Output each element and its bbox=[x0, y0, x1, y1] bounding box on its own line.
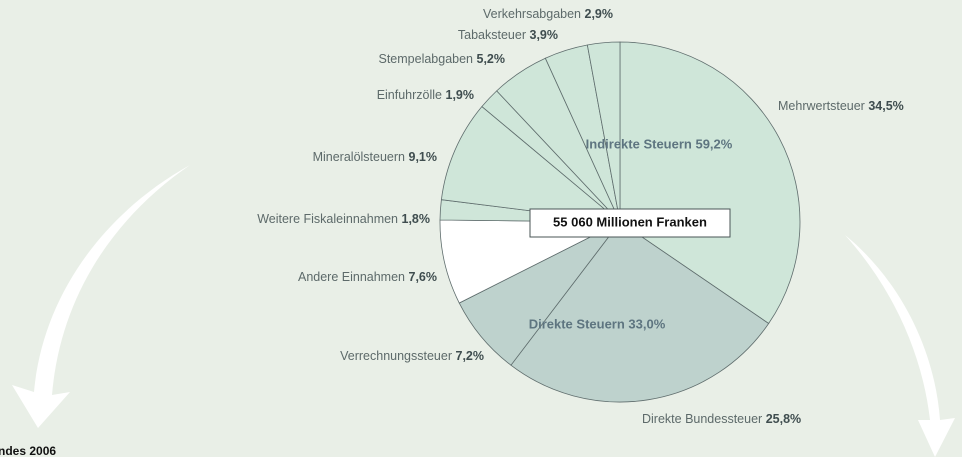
slice-label: Stempelabgaben 5,2% bbox=[378, 52, 505, 66]
group-label: Direkte Steuern 33,0% bbox=[529, 316, 666, 331]
slice bbox=[510, 221, 770, 403]
slice-value: 1,8% bbox=[402, 212, 431, 226]
slice-name: Stempelabgaben bbox=[378, 52, 473, 66]
slice-label: Verkehrsabgaben 2,9% bbox=[483, 7, 613, 21]
slice-label: Mehrwertsteuer 34,5% bbox=[778, 99, 904, 113]
slice-value: 9,1% bbox=[409, 150, 438, 164]
slice bbox=[440, 105, 622, 223]
slice-label: Verrechnungssteuer 7,2% bbox=[340, 349, 484, 363]
slice-value: 7,2% bbox=[456, 349, 485, 363]
slice-label: Direkte Bundessteuer 25,8% bbox=[642, 412, 801, 426]
group-label: Indirekte Steuern 59,2% bbox=[586, 136, 733, 151]
arrow bbox=[12, 165, 190, 428]
slice-label: Andere Einnahmen 7,6% bbox=[298, 270, 437, 284]
slice-label: Mineralölsteuern 9,1% bbox=[313, 150, 437, 164]
slice-label: Weitere Fiskaleinnahmen 1,8% bbox=[257, 212, 430, 226]
slice-name: Tabaksteuer bbox=[458, 28, 526, 42]
total-label: 55 060 Millionen Franken bbox=[553, 214, 707, 229]
slice-name: Verkehrsabgaben bbox=[483, 7, 581, 21]
slice-name: Andere Einnahmen bbox=[298, 270, 405, 284]
slice-value: 2,9% bbox=[585, 7, 614, 21]
pie bbox=[439, 41, 801, 403]
slice-label: Tabaksteuer 3,9% bbox=[458, 28, 558, 42]
slice-value: 25,8% bbox=[766, 412, 801, 426]
slice-name: Verrechnungssteuer bbox=[340, 349, 452, 363]
slice-value: 5,2% bbox=[477, 52, 506, 66]
slice bbox=[586, 41, 621, 223]
slice-name: Einfuhrzölle bbox=[377, 88, 442, 102]
center-box bbox=[529, 208, 731, 238]
slice-value: 3,9% bbox=[530, 28, 559, 42]
slice-value: 7,6% bbox=[409, 270, 438, 284]
slice-name: Direkte Bundessteuer bbox=[642, 412, 762, 426]
footer-text: ndes 2006 bbox=[0, 444, 56, 457]
slice-name: Mehrwertsteuer bbox=[778, 99, 865, 113]
slice-name: Mineralölsteuern bbox=[313, 150, 405, 164]
slice bbox=[619, 41, 801, 325]
slice-label: Einfuhrzölle 1,9% bbox=[377, 88, 474, 102]
slice-value: 1,9% bbox=[446, 88, 475, 102]
slice-name: Weitere Fiskaleinnahmen bbox=[257, 212, 398, 226]
slice-value: 34,5% bbox=[868, 99, 903, 113]
arrow bbox=[845, 235, 955, 457]
